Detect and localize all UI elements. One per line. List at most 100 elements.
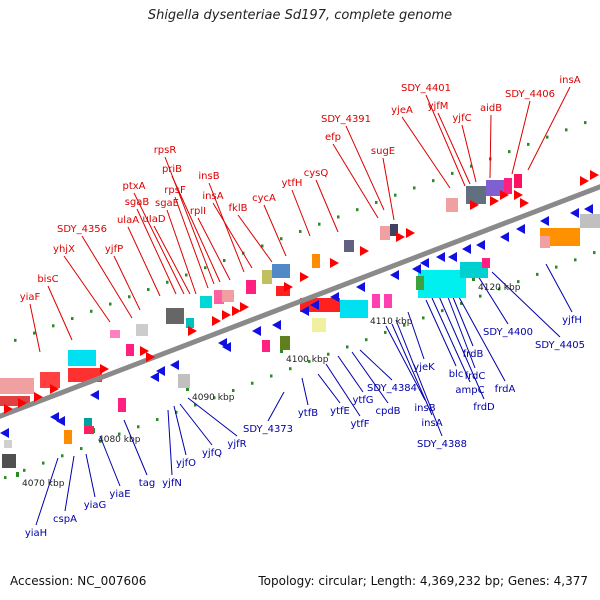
- minor-tick-top: [375, 200, 378, 204]
- arrows-layer: [0, 170, 599, 438]
- forward-strand-arrow: [4, 404, 13, 414]
- leader-line-top: [29, 303, 41, 353]
- leader-line-bottom: [437, 293, 485, 400]
- minor-tick-top: [52, 324, 55, 328]
- gene-label-bottom: yiaH: [25, 528, 47, 539]
- gene-feature-box: [222, 290, 234, 302]
- leader-line-bottom: [385, 325, 426, 401]
- forward-strand-arrow: [514, 190, 523, 200]
- gene-label-top: bisC: [37, 274, 58, 285]
- kbp-tick-label: 4090 kbp: [192, 393, 235, 403]
- leader-line-top: [174, 196, 209, 289]
- gene-label-top: ulaA: [117, 215, 139, 226]
- leader-line-top: [166, 209, 197, 295]
- gene-label-bottom: blc: [449, 369, 464, 380]
- leader-line-bottom: [173, 405, 187, 456]
- leader-line-bottom: [545, 263, 573, 313]
- gene-feature-box: [262, 270, 272, 284]
- leader-line-bottom: [395, 319, 443, 437]
- reverse-strand-arrow: [330, 292, 339, 302]
- reverse-strand-arrow: [356, 282, 365, 292]
- minor-tick-bottom: [61, 454, 64, 458]
- leader-line-bottom: [431, 297, 471, 383]
- gene-feature-box: [466, 186, 486, 204]
- minor-tick-bottom: [251, 381, 254, 385]
- gene-feature-box: [390, 224, 398, 236]
- leader-line-top: [511, 100, 531, 175]
- leader-line-bottom: [187, 397, 238, 437]
- gene-feature-box: [312, 318, 326, 332]
- gene-label-bottom: frdA: [495, 384, 516, 395]
- minor-tick-bottom: [517, 280, 520, 284]
- leader-line-top: [437, 112, 471, 185]
- minor-tick-bottom: [194, 403, 197, 407]
- gene-label-bottom: yjeK: [413, 362, 435, 373]
- gene-feature-box: [482, 258, 490, 268]
- gene-label-bottom: ytfE: [330, 406, 350, 417]
- leader-line-top: [47, 285, 73, 341]
- gene-feature-box: [136, 324, 148, 336]
- gene-label-bottom: insA: [421, 418, 442, 429]
- forward-strand-arrow: [520, 198, 529, 208]
- gene-label-top: yjfM: [428, 101, 449, 112]
- minor-tick-bottom: [232, 388, 235, 392]
- leader-line-bottom: [99, 435, 121, 487]
- minor-tick-bottom: [118, 432, 121, 436]
- minor-tick-top: [166, 280, 169, 284]
- gene-feature-box: [312, 254, 320, 268]
- reverse-strand-arrow: [420, 258, 429, 268]
- gene-label-bottom: ampC: [455, 385, 484, 396]
- forward-strand-arrow: [50, 384, 59, 394]
- leader-line-bottom: [179, 403, 213, 446]
- leader-line-top: [489, 114, 492, 179]
- minor-tick-top: [584, 121, 587, 125]
- forward-strand-arrow: [500, 190, 509, 200]
- gene-label-bottom: insB: [414, 403, 435, 414]
- genome-summary-text: Topology: circular; Length: 4,369,232 bp…: [258, 574, 588, 588]
- gene-feature-box: [4, 440, 12, 448]
- leader-line-bottom: [407, 311, 425, 360]
- leader-line-bottom: [267, 391, 285, 422]
- reverse-strand-arrow: [252, 326, 261, 336]
- minor-tick-bottom: [213, 396, 216, 400]
- gene-label-bottom: yiaE: [109, 489, 130, 500]
- minor-tick-bottom: [308, 359, 311, 363]
- leader-line-top: [133, 192, 185, 295]
- minor-tick-top: [356, 208, 359, 212]
- gene-feature-box: [418, 270, 466, 298]
- leader-line-top: [425, 94, 466, 187]
- gene-feature-box: [2, 454, 16, 468]
- minor-tick-bottom: [23, 468, 26, 472]
- minor-tick-top: [33, 331, 36, 335]
- leader-line-top: [237, 214, 273, 263]
- minor-tick-bottom: [460, 301, 463, 305]
- leader-line-top: [345, 125, 385, 211]
- gene-label-top: cysQ: [304, 168, 329, 179]
- forward-strand-arrow: [490, 196, 499, 206]
- forward-strand-arrow: [470, 200, 479, 210]
- leader-line-top: [332, 143, 379, 219]
- gene-label-top: yhjX: [53, 244, 75, 255]
- leader-line-top: [127, 226, 161, 297]
- gene-label-top: insA: [559, 75, 580, 86]
- leader-line-bottom: [359, 349, 393, 381]
- reverse-strand-arrow: [540, 216, 549, 226]
- kbp-major-tick: [280, 348, 283, 353]
- gene-label-top: sgaB: [125, 197, 150, 208]
- minor-tick-top: [565, 128, 568, 132]
- gene-label-top: SDY_4406: [505, 89, 555, 100]
- gene-label-bottom: frdD: [473, 402, 495, 413]
- gene-label-top: yjfC: [452, 113, 471, 124]
- leader-line-bottom: [35, 457, 59, 526]
- reverse-strand-arrow: [150, 372, 159, 382]
- gene-feature-box: [280, 336, 290, 350]
- leader-line-bottom: [325, 363, 361, 417]
- gene-label-bottom: yjfR: [227, 439, 246, 450]
- minor-tick-top: [318, 222, 321, 226]
- gene-feature-box: [110, 330, 120, 338]
- gene-feature-box: [84, 426, 94, 434]
- forward-strand-arrow: [140, 346, 149, 356]
- minor-tick-top: [14, 338, 17, 342]
- forward-strand-arrow: [396, 232, 405, 242]
- gene-feature-box: [64, 430, 72, 444]
